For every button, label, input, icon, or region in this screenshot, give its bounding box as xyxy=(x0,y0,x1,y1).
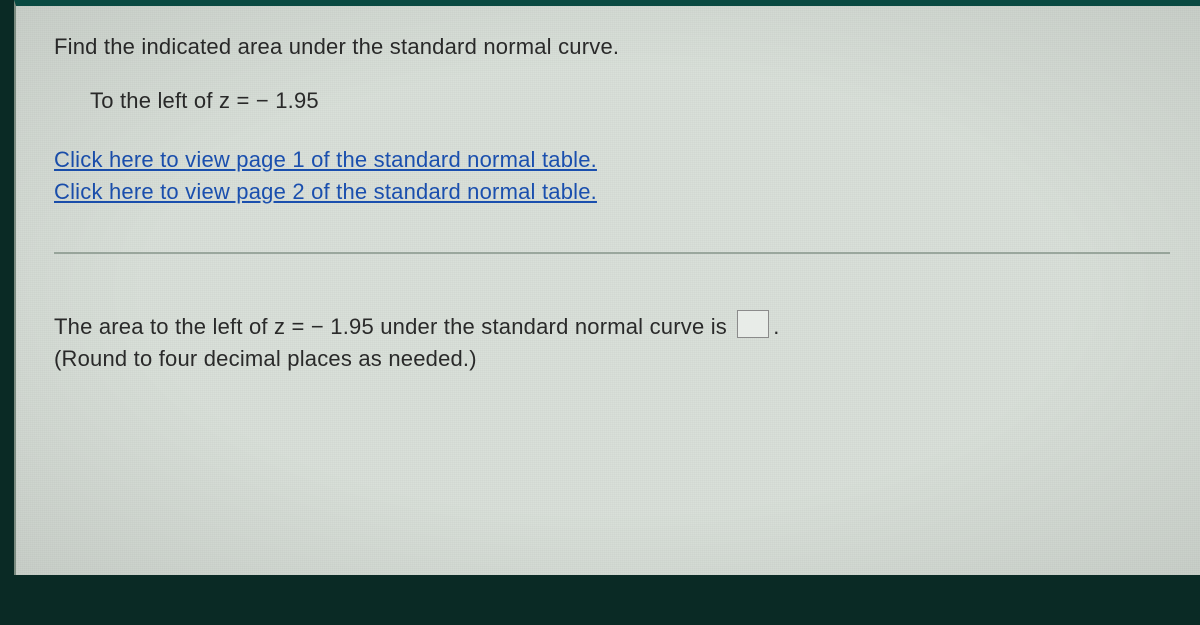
condition-z-value: − 1.95 xyxy=(256,88,319,113)
section-divider xyxy=(54,252,1170,254)
answer-sentence: The area to the left of z = − 1.95 under… xyxy=(54,310,1170,340)
answer-period: . xyxy=(773,314,779,339)
condition-prefix: To the left of z = xyxy=(90,88,256,113)
answer-section: The area to the left of z = − 1.95 under… xyxy=(54,310,1170,372)
link-table-page-2[interactable]: Click here to view page 2 of the standar… xyxy=(54,176,1170,208)
answer-suffix: under the standard normal curve is xyxy=(374,314,733,339)
question-condition: To the left of z = − 1.95 xyxy=(90,88,1170,114)
answer-prefix: The area to the left of z = xyxy=(54,314,311,339)
answer-z-value: − 1.95 xyxy=(311,314,374,339)
link-table-page-1[interactable]: Click here to view page 1 of the standar… xyxy=(54,144,1170,176)
question-prompt: Find the indicated area under the standa… xyxy=(54,34,1170,60)
rounding-note: (Round to four decimal places as needed.… xyxy=(54,346,1170,372)
question-panel: Find the indicated area under the standa… xyxy=(14,0,1200,575)
answer-input-blank[interactable] xyxy=(737,310,769,338)
reference-links: Click here to view page 1 of the standar… xyxy=(54,144,1170,208)
